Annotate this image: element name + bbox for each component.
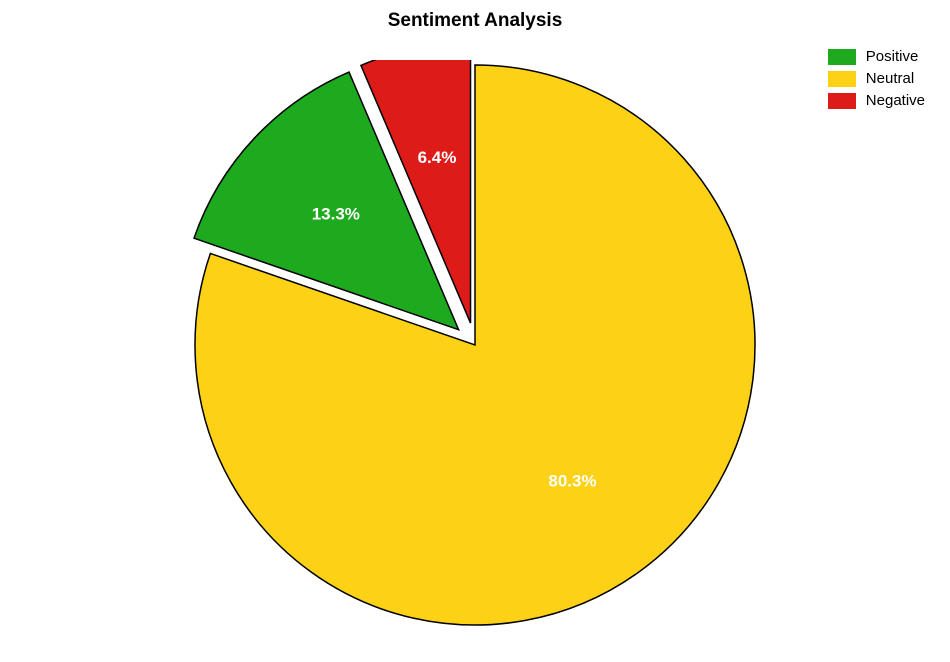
legend-label-neutral: Neutral — [866, 70, 914, 87]
legend-swatch-neutral — [828, 71, 856, 87]
legend-label-negative: Negative — [866, 92, 925, 109]
legend: Positive Neutral Negative — [828, 48, 925, 114]
pie-slice-label-positive: 13.3% — [312, 205, 360, 224]
legend-swatch-positive — [828, 49, 856, 65]
pie-slice-label-negative: 6.4% — [418, 148, 457, 167]
legend-item-neutral: Neutral — [828, 70, 925, 87]
legend-item-negative: Negative — [828, 92, 925, 109]
legend-item-positive: Positive — [828, 48, 925, 65]
legend-label-positive: Positive — [866, 48, 919, 65]
pie-chart: 80.3% 13.3% 6.4% — [190, 60, 760, 630]
legend-swatch-negative — [828, 93, 856, 109]
chart-title: Sentiment Analysis — [0, 10, 950, 32]
pie-slice-label-neutral: 80.3% — [548, 471, 596, 490]
